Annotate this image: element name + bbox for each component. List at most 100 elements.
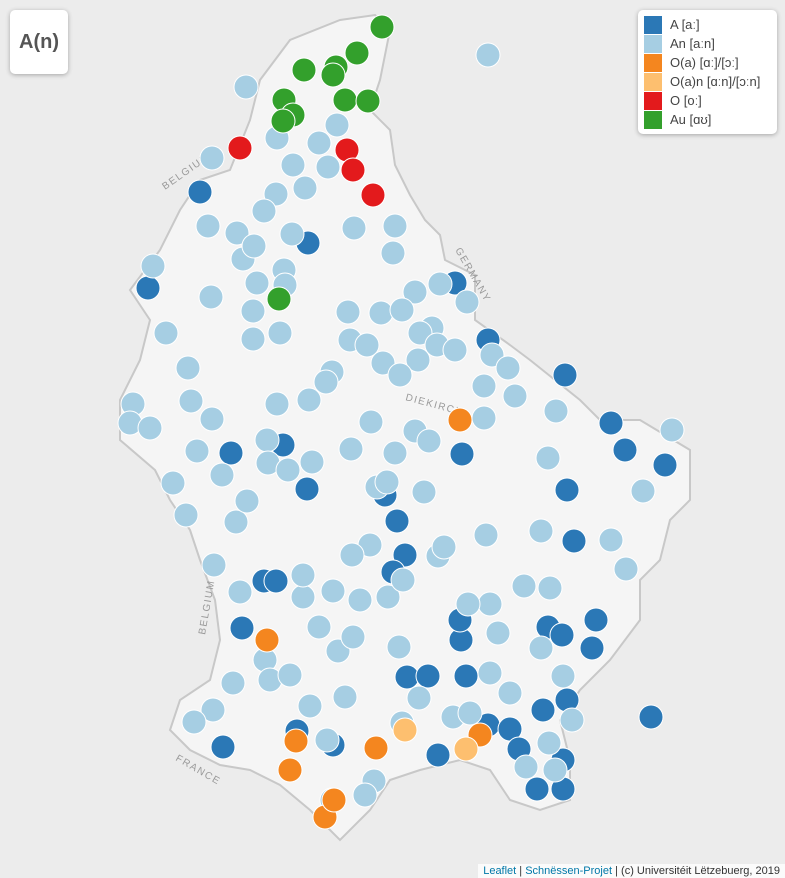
- location-marker[interactable]: [320, 62, 346, 88]
- location-marker[interactable]: [315, 154, 341, 180]
- location-marker[interactable]: [613, 556, 639, 582]
- location-marker[interactable]: [324, 112, 350, 138]
- location-marker[interactable]: [277, 662, 303, 688]
- location-marker[interactable]: [340, 624, 366, 650]
- location-marker[interactable]: [380, 240, 406, 266]
- location-marker[interactable]: [497, 680, 523, 706]
- location-marker[interactable]: [370, 350, 396, 376]
- location-marker[interactable]: [241, 233, 267, 259]
- location-marker[interactable]: [431, 534, 457, 560]
- location-marker[interactable]: [233, 74, 259, 100]
- location-marker[interactable]: [341, 215, 367, 241]
- location-marker[interactable]: [175, 355, 201, 381]
- location-marker[interactable]: [275, 457, 301, 483]
- location-marker[interactable]: [153, 320, 179, 346]
- location-marker[interactable]: [227, 579, 253, 605]
- location-marker[interactable]: [313, 369, 339, 395]
- location-marker[interactable]: [511, 573, 537, 599]
- location-marker[interactable]: [280, 152, 306, 178]
- location-marker[interactable]: [283, 728, 309, 754]
- location-marker[interactable]: [407, 320, 433, 346]
- location-marker[interactable]: [457, 700, 483, 726]
- location-marker[interactable]: [218, 440, 244, 466]
- location-marker[interactable]: [502, 383, 528, 409]
- location-marker[interactable]: [485, 620, 511, 646]
- location-marker[interactable]: [542, 757, 568, 783]
- location-marker[interactable]: [263, 181, 289, 207]
- location-marker[interactable]: [266, 286, 292, 312]
- location-marker[interactable]: [583, 607, 609, 633]
- location-marker[interactable]: [363, 735, 389, 761]
- location-marker[interactable]: [392, 717, 418, 743]
- location-marker[interactable]: [160, 470, 186, 496]
- location-marker[interactable]: [453, 736, 479, 762]
- location-marker[interactable]: [223, 509, 249, 535]
- location-marker[interactable]: [524, 776, 550, 802]
- location-marker[interactable]: [135, 275, 161, 301]
- location-marker[interactable]: [251, 198, 277, 224]
- location-marker[interactable]: [291, 57, 317, 83]
- location-marker[interactable]: [561, 528, 587, 554]
- location-marker[interactable]: [652, 452, 678, 478]
- location-marker[interactable]: [234, 488, 260, 514]
- location-marker[interactable]: [369, 14, 395, 40]
- location-marker[interactable]: [528, 635, 554, 661]
- location-marker[interactable]: [279, 221, 305, 247]
- location-marker[interactable]: [402, 279, 428, 305]
- location-marker[interactable]: [292, 175, 318, 201]
- location-marker[interactable]: [332, 684, 358, 710]
- location-marker[interactable]: [549, 622, 575, 648]
- location-marker[interactable]: [612, 437, 638, 463]
- location-marker[interactable]: [579, 635, 605, 661]
- location-marker[interactable]: [277, 757, 303, 783]
- location-marker[interactable]: [306, 614, 332, 640]
- location-marker[interactable]: [528, 518, 554, 544]
- project-link[interactable]: Schnëssen-Projet: [525, 865, 613, 877]
- location-marker[interactable]: [471, 405, 497, 431]
- location-marker[interactable]: [392, 542, 418, 568]
- location-marker[interactable]: [195, 213, 221, 239]
- location-marker[interactable]: [294, 476, 320, 502]
- location-marker[interactable]: [638, 704, 664, 730]
- location-marker[interactable]: [598, 527, 624, 553]
- location-marker[interactable]: [335, 299, 361, 325]
- location-marker[interactable]: [442, 337, 468, 363]
- location-marker[interactable]: [290, 562, 316, 588]
- location-marker[interactable]: [299, 449, 325, 475]
- location-marker[interactable]: [137, 415, 163, 441]
- location-marker[interactable]: [386, 634, 412, 660]
- location-marker[interactable]: [389, 297, 415, 323]
- location-marker[interactable]: [263, 568, 289, 594]
- location-marker[interactable]: [384, 508, 410, 534]
- location-marker[interactable]: [254, 627, 280, 653]
- location-marker[interactable]: [199, 406, 225, 432]
- location-marker[interactable]: [382, 440, 408, 466]
- location-marker[interactable]: [427, 271, 453, 297]
- location-marker[interactable]: [244, 270, 270, 296]
- location-marker[interactable]: [358, 409, 384, 435]
- location-marker[interactable]: [210, 734, 236, 760]
- location-marker[interactable]: [659, 417, 685, 443]
- location-marker[interactable]: [178, 388, 204, 414]
- location-marker[interactable]: [240, 326, 266, 352]
- location-marker[interactable]: [375, 584, 401, 610]
- location-marker[interactable]: [267, 320, 293, 346]
- location-marker[interactable]: [455, 591, 481, 617]
- location-marker[interactable]: [140, 253, 166, 279]
- location-marker[interactable]: [454, 289, 480, 315]
- location-marker[interactable]: [173, 502, 199, 528]
- location-marker[interactable]: [374, 469, 400, 495]
- location-marker[interactable]: [475, 42, 501, 68]
- location-marker[interactable]: [201, 552, 227, 578]
- location-marker[interactable]: [513, 754, 539, 780]
- location-marker[interactable]: [416, 428, 442, 454]
- location-marker[interactable]: [339, 542, 365, 568]
- location-marker[interactable]: [382, 213, 408, 239]
- location-marker[interactable]: [360, 182, 386, 208]
- location-marker[interactable]: [209, 462, 235, 488]
- location-marker[interactable]: [477, 591, 503, 617]
- location-marker[interactable]: [187, 179, 213, 205]
- location-marker[interactable]: [405, 347, 431, 373]
- leaflet-link[interactable]: Leaflet: [483, 865, 517, 877]
- location-marker[interactable]: [390, 567, 416, 593]
